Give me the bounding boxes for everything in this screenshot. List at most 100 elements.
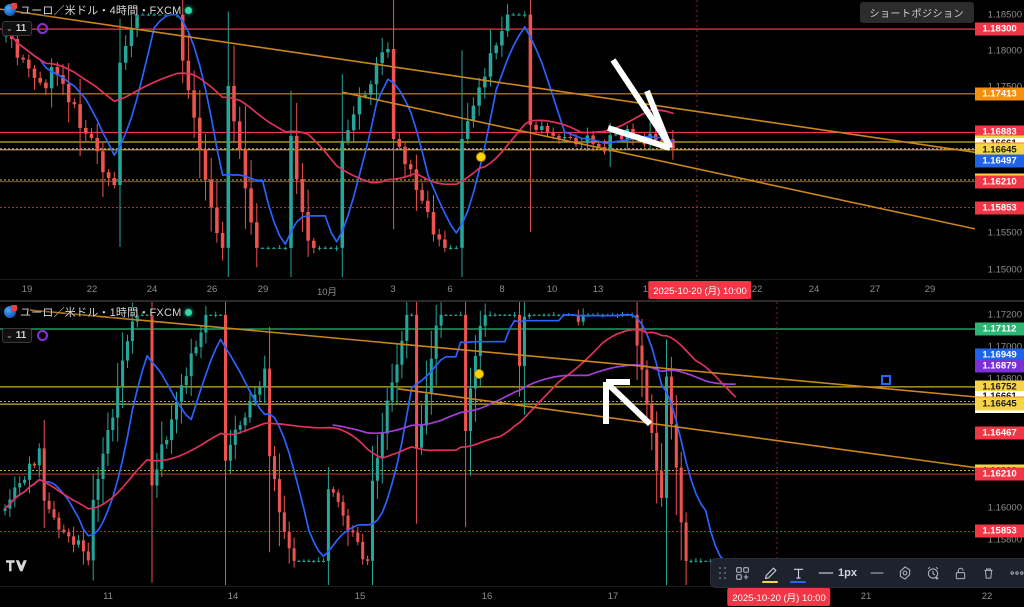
price-label[interactable]: 1.16879 [975, 359, 1024, 373]
chart-canvas-bottom [0, 302, 975, 585]
price-tick: 1.15500 [987, 227, 1022, 239]
price-label[interactable]: 1.15853 [975, 524, 1024, 538]
time-tick: 29 [257, 284, 269, 295]
price-label-value: 1.15853 [982, 525, 1017, 537]
price-label[interactable]: 1.16497 [975, 154, 1024, 168]
drawing-toolbar[interactable]: 1px [710, 558, 1024, 588]
price-label[interactable]: 1.18300 [975, 22, 1024, 36]
time-tick: 10 [546, 284, 558, 295]
blue-anchor-square[interactable] [881, 375, 891, 385]
ma-slow-line [4, 328, 736, 510]
time-tick: 29 [924, 284, 936, 295]
short-position-button[interactable]: ショートポジション [859, 2, 974, 23]
price-label[interactable]: 1.17112 [975, 322, 1024, 336]
time-tick: 16 [481, 591, 493, 602]
price-label-value: 1.16645 [982, 398, 1017, 410]
white-arrow-annotation[interactable] [607, 58, 673, 151]
candlestick-series [3, 302, 737, 585]
time-axis-bottom[interactable]: 11141516171821222025-10-20 (月) 10:00 [0, 586, 1024, 607]
time-tick: 13 [592, 284, 604, 295]
ring-marker-icon[interactable] [37, 330, 49, 341]
yellow-marker[interactable] [475, 151, 487, 163]
time-axis-top[interactable]: 19 22 24 26 29 10月 3 6 8 10 13 15 22 24 27 29 2025-10-20… [0, 279, 1024, 300]
trendline-descending-upper[interactable] [29, 309, 975, 398]
symbol-icon [4, 3, 17, 16]
line-style-icon[interactable] [864, 560, 890, 586]
time-tick: 3 [390, 284, 396, 295]
price-label[interactable]: 1.16645 [975, 143, 1024, 157]
price-label[interactable]: 1.16949 [975, 348, 1024, 362]
drawings-count: 11 [15, 330, 27, 341]
price-label[interactable]: 1.17413 [975, 87, 1024, 101]
time-tick: 15 [354, 591, 366, 602]
time-tick: 22 [86, 284, 98, 295]
drawings-count-badge[interactable]: ⌄ 11 [2, 328, 33, 343]
yellow-marker[interactable] [473, 368, 485, 380]
more-icon[interactable] [1004, 560, 1024, 586]
price-label-value: 1.16883 [982, 126, 1017, 138]
price-axis-bottom[interactable]: 1.172001.170001.168001.160001.158001.156… [975, 302, 1024, 585]
drawings-badge-bar-bottom[interactable]: ⌄ 11 [2, 328, 49, 343]
settings-icon[interactable] [892, 560, 918, 586]
templates-icon[interactable] [729, 560, 755, 586]
chevron-down-icon: ⌄ [6, 23, 13, 33]
text-color-underline [790, 581, 806, 583]
tradingview-logo-icon[interactable] [6, 560, 28, 574]
ring-marker-icon[interactable] [37, 23, 49, 34]
price-tick: 1.18000 [987, 45, 1022, 57]
time-tick: 24 [808, 284, 820, 295]
price-label[interactable]: 1.16210 [975, 175, 1024, 188]
price-label-value: 1.18300 [982, 23, 1017, 35]
pane-divider[interactable] [0, 300, 1024, 302]
drag-handle-icon[interactable] [717, 563, 727, 583]
chart-pane-top[interactable]: ユーロ／米ドル・4時間・FXCM ⌄ 11 1.18500 1.18000 1.17… [0, 0, 1024, 300]
price-tick: 1.16000 [987, 502, 1022, 514]
line-width-control[interactable]: 1px [813, 560, 862, 586]
time-tick: 6 [447, 284, 453, 295]
alarm-plus-icon[interactable] [920, 560, 946, 586]
time-tick: 22 [751, 284, 763, 295]
plot-area-bottom[interactable] [0, 302, 975, 585]
price-label[interactable]: 1.16467 [975, 426, 1024, 440]
unlock-icon[interactable] [948, 560, 974, 586]
trendline-descending-upper[interactable] [0, 8, 975, 154]
price-label-value: 1.16467 [982, 427, 1017, 439]
line-width-label: 1px [838, 567, 857, 579]
price-label[interactable]: 1.16645 [975, 397, 1024, 411]
price-label[interactable]: 1.16752 [975, 380, 1024, 394]
price-axis-top[interactable]: 1.185001.180001.175001.155001.150001.183… [975, 0, 1024, 277]
symbol-title[interactable]: ユーロ／米ドル・4時間・FXCM [20, 5, 182, 17]
price-label-value: 1.16645 [982, 144, 1017, 156]
chart-legend-top[interactable]: ユーロ／米ドル・4時間・FXCM [4, 2, 193, 18]
ma-slow-line [5, 31, 674, 186]
market-status-icon [185, 308, 193, 316]
current-time-label[interactable]: 2025-10-20 (月) 10:00 [648, 281, 752, 299]
time-tick: 26 [206, 284, 218, 295]
price-label-value: 1.16497 [982, 155, 1017, 167]
ma-fast-line [4, 314, 736, 562]
chart-canvas-top [0, 0, 975, 277]
drawings-count-badge[interactable]: ⌄ 11 [2, 21, 33, 36]
white-arrow-annotation[interactable] [603, 379, 653, 427]
symbol-title[interactable]: ユーロ／米ドル・1時間・FXCM [20, 307, 182, 319]
price-label-value: 1.16210 [982, 468, 1017, 480]
price-label[interactable]: 1.16210 [975, 467, 1024, 481]
price-label[interactable]: 1.15853 [975, 201, 1024, 215]
market-status-icon [185, 6, 193, 14]
time-tick: 11 [103, 591, 113, 602]
ma-long-line [332, 364, 736, 435]
plot-area-top[interactable] [0, 0, 975, 277]
drawings-badge-bar-top[interactable]: ⌄ 11 [2, 21, 49, 36]
text-icon[interactable] [785, 560, 811, 586]
pencil-icon[interactable] [757, 560, 783, 586]
chart-legend-bottom[interactable]: ユーロ／米ドル・1時間・FXCM [4, 304, 193, 320]
trendline-descending-lower[interactable] [397, 388, 975, 469]
time-tick: 21 [860, 591, 872, 602]
current-time-label[interactable]: 2025-10-20 (月) 10:00 [727, 588, 831, 606]
trendline-descending-lower[interactable] [341, 91, 975, 230]
price-label-value: 1.17112 [982, 323, 1017, 335]
chart-pane-bottom[interactable]: ユーロ／米ドル・1時間・FXCM ⌄ 11 1.17200 1.17000 1.16… [0, 302, 1024, 607]
price-label-value: 1.16661 [982, 391, 1016, 402]
price-tick: 1.16800 [987, 373, 1022, 385]
trash-icon[interactable] [976, 560, 1002, 586]
